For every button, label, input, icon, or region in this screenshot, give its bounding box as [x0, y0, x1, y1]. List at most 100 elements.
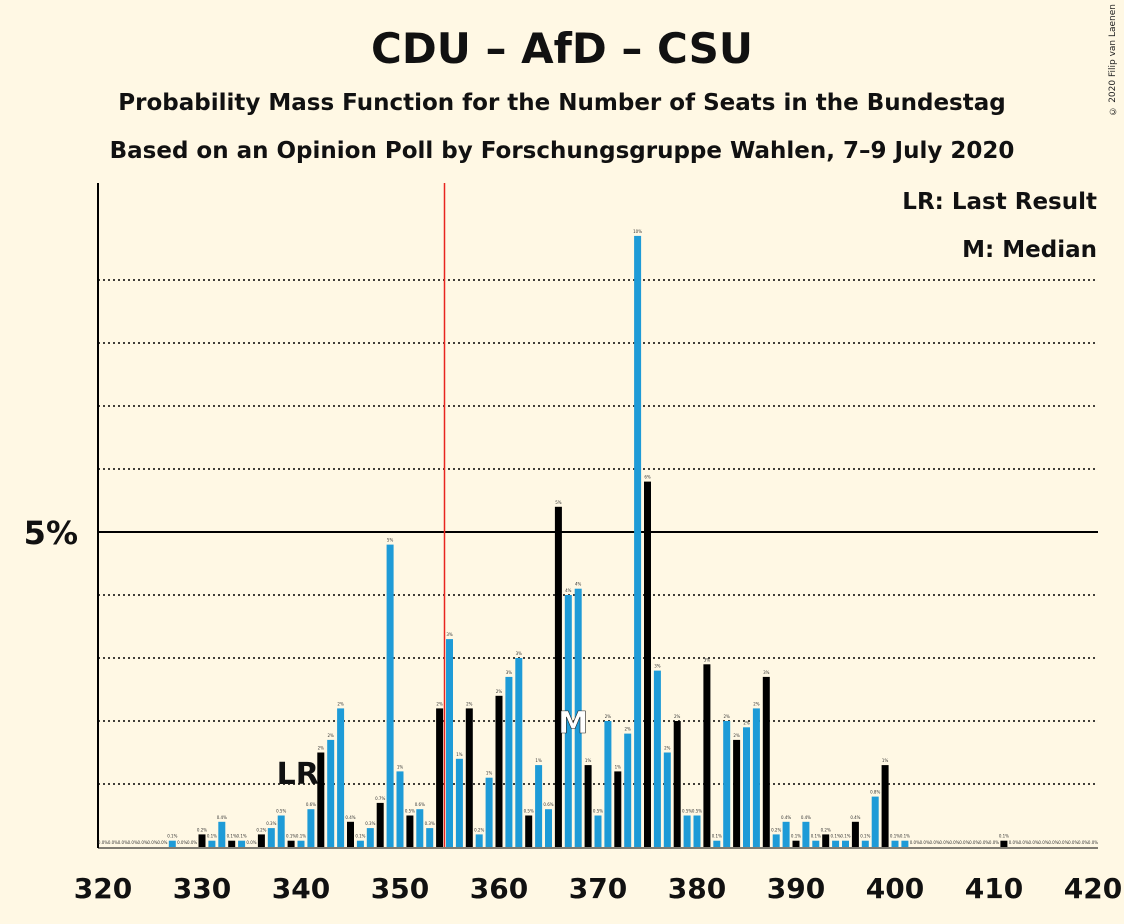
bar-label-377: 2%: [664, 746, 671, 751]
bar-label-380: 0.5%: [692, 809, 702, 814]
bar-label-420: 0.0%: [1088, 840, 1098, 845]
bar-seat-372: [614, 771, 622, 847]
bar-label-349: 5%: [387, 538, 394, 543]
bar-label-381: 3%: [704, 657, 711, 662]
bar-label-354: 2%: [436, 701, 443, 706]
bar-label-357: 2%: [466, 701, 473, 706]
bar-label-350: 1%: [397, 764, 404, 769]
x-tick-label: 410: [965, 872, 1023, 905]
bar-label-378: 2%: [674, 714, 681, 719]
bar-seat-392: [812, 840, 820, 847]
bar-label-355: 3%: [446, 632, 453, 637]
bar-label-384: 2%: [733, 733, 740, 738]
bar-seat-336: [257, 834, 265, 847]
bar-label-398: 0.8%: [870, 790, 880, 795]
bar-label-396: 0.4%: [850, 815, 860, 820]
bar-seat-384: [733, 739, 741, 847]
bar-seat-382: [713, 840, 721, 847]
bar-label-322: 0.0%: [118, 840, 128, 845]
bar-label-386: 2%: [753, 701, 760, 706]
bar-seat-359: [485, 777, 493, 847]
legend-last-result: LR: Last Result: [902, 189, 1097, 215]
bar-label-363: 0.5%: [524, 809, 534, 814]
bar-seat-411: [1000, 840, 1008, 847]
bar-label-414: 0.0%: [1029, 840, 1039, 845]
bar-seat-365: [545, 809, 552, 847]
bar-label-385: 2%: [743, 720, 750, 725]
bar-seat-346: [356, 840, 364, 847]
bar-label-405: 0.0%: [939, 840, 949, 845]
bar-label-395: 0.1%: [840, 834, 850, 839]
bar-seat-358: [475, 834, 483, 847]
legend-median: M: Median: [962, 237, 1097, 263]
bar-label-394: 0.1%: [831, 834, 841, 839]
bar-seat-353: [426, 828, 434, 847]
bar-label-360: 2%: [496, 689, 503, 694]
x-tick-label: 380: [668, 872, 726, 905]
bar-label-374: 10%: [633, 229, 642, 234]
bar-label-392: 0.1%: [811, 834, 821, 839]
bar-seat-401: [901, 840, 909, 847]
bar-seat-338: [277, 815, 285, 847]
bar-seat-331: [208, 840, 216, 847]
bar-label-324: 0.0%: [138, 840, 148, 845]
bar-label-403: 0.0%: [920, 840, 930, 845]
bar-seat-381: [703, 664, 711, 847]
bar-seat-356: [455, 758, 463, 847]
x-tick-label: 340: [272, 872, 330, 905]
bar-label-376: 3%: [654, 664, 661, 669]
x-tick-label: 320: [74, 872, 132, 905]
x-tick-label: 390: [767, 872, 825, 905]
bar-seat-341: [307, 809, 315, 847]
bar-seat-396: [851, 821, 859, 847]
bar-label-371: 2%: [605, 714, 612, 719]
bar-label-334: 0.1%: [237, 834, 247, 839]
bar-seat-354: [436, 708, 444, 847]
bar-label-379: 0.5%: [682, 809, 692, 814]
bar-label-326: 0.0%: [157, 840, 167, 845]
bar-seat-383: [723, 721, 731, 847]
bar-label-367: 4%: [565, 588, 572, 593]
bar-seat-370: [594, 815, 602, 847]
bar-seat-380: [693, 815, 701, 847]
bar-label-352: 0.6%: [415, 802, 425, 807]
bar-label-402: 0.0%: [910, 840, 920, 845]
bar-label-343: 2%: [328, 733, 335, 738]
bar-seat-397: [861, 840, 869, 847]
bar-label-336: 0.2%: [256, 827, 266, 832]
bar-seat-394: [832, 840, 840, 847]
bar-label-344: 2%: [337, 701, 344, 706]
bar-seat-387: [762, 676, 770, 847]
bar-label-415: 0.0%: [1038, 840, 1048, 845]
x-tick-label: 360: [470, 872, 528, 905]
bar-label-339: 0.1%: [286, 834, 296, 839]
last-result-marker: LR: [277, 757, 319, 792]
bar-label-368: 4%: [575, 582, 582, 587]
bar-seat-345: [347, 821, 354, 847]
bar-seat-375: [644, 481, 651, 847]
bar-label-370: 0.5%: [593, 809, 603, 814]
bar-label-387: 3%: [763, 670, 770, 675]
bar-seat-342: [317, 752, 325, 847]
x-tick-label: 330: [173, 872, 231, 905]
bar-seat-366: [554, 506, 562, 847]
bar-seat-400: [891, 840, 899, 847]
bar-label-338: 0.5%: [276, 809, 286, 814]
bar-label-332: 0.4%: [217, 815, 227, 820]
chart-subtitle-1: Probability Mass Function for the Number…: [118, 90, 1006, 116]
bar-seat-393: [822, 834, 830, 847]
bar-label-401: 0.1%: [900, 834, 910, 839]
bar-label-410: 0.0%: [989, 840, 999, 845]
bar-seat-398: [871, 796, 879, 847]
bar-label-373: 2%: [625, 727, 632, 732]
bar-label-359: 1%: [486, 771, 493, 776]
bar-seat-351: [406, 815, 414, 847]
bar-label-369: 1%: [585, 758, 592, 763]
bar-label-412: 0.0%: [1009, 840, 1019, 845]
bar-seat-374: [634, 235, 642, 847]
bar-label-366: 5%: [555, 500, 562, 505]
bar-label-393: 0.2%: [821, 827, 831, 832]
bar-seat-390: [792, 840, 800, 847]
bar-seat-399: [881, 765, 889, 847]
